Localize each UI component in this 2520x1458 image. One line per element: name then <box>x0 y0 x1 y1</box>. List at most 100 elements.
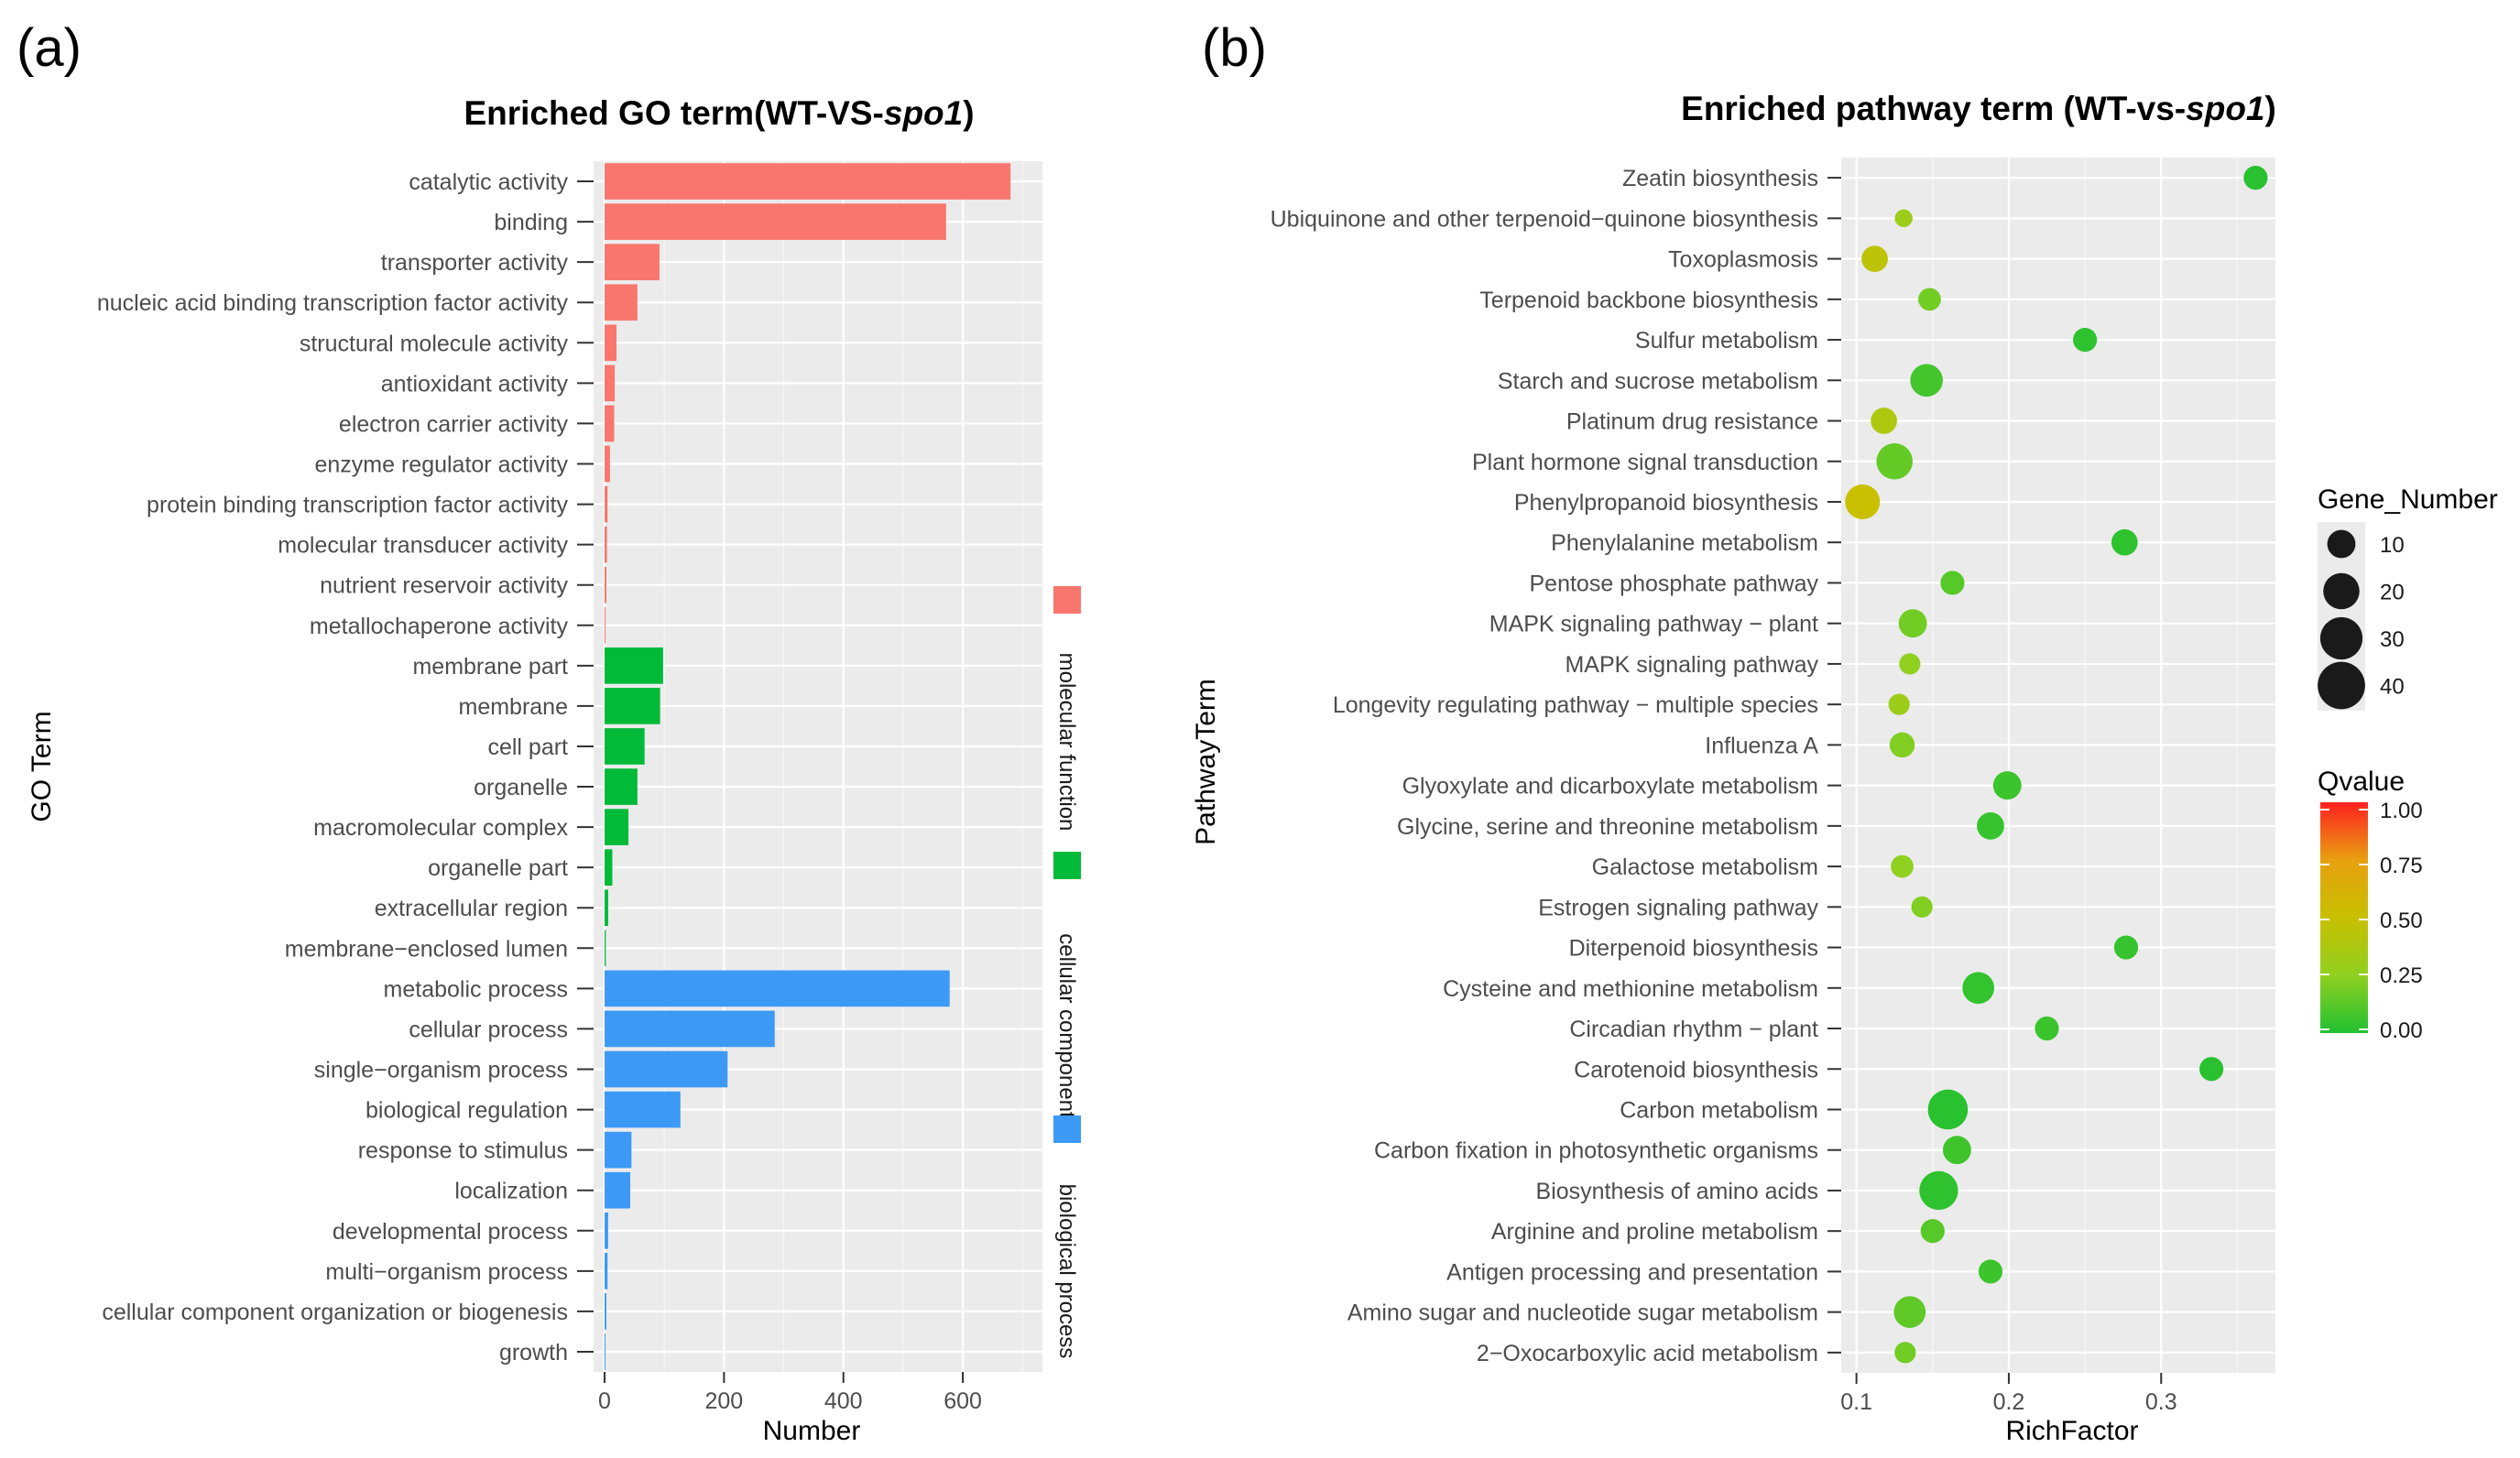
go-bar-13 <box>605 688 660 724</box>
go-bar-2 <box>605 244 660 280</box>
go-y-tick-label: catalytic activity <box>409 169 568 195</box>
pathway-y-tick-label: Circadian rhythm − plant <box>1569 1017 1818 1042</box>
pathway-plot-area <box>1841 158 2275 1373</box>
go-title-suffix: ) <box>963 94 974 132</box>
pathway-point-25 <box>1919 1170 1958 1211</box>
go-bar-14 <box>605 728 645 765</box>
pathway-y-tick-label: Diterpenoid biosynthesis <box>1569 936 1818 962</box>
go-bar-15 <box>605 768 638 805</box>
pathway-x-tick-label: 0.2 <box>1993 1389 2025 1415</box>
pathway-point-11 <box>1898 609 1927 638</box>
pathway-y-tick-label: Terpenoid backbone biosynthesis <box>1479 288 1818 313</box>
go-y-tick-label: response to stimulus <box>358 1138 568 1164</box>
go-bar-5 <box>605 364 616 402</box>
pathway-point-3 <box>1918 288 1941 311</box>
pathway-chart-title: Enriched pathway term (WT-vs-spo1) <box>1681 90 2276 127</box>
pathway-y-axis-title: PathwayTerm <box>1191 679 1221 845</box>
go-group-label-0: molecular function <box>1054 653 1079 832</box>
color-legend-label-2: 0.50 <box>2380 909 2423 933</box>
pathway-point-4 <box>2073 327 2098 353</box>
pathway-y-tick-label: Plant hormone signal transduction <box>1472 450 1818 475</box>
pathway-point-6 <box>1871 408 1897 434</box>
go-y-tick-label: structural molecule activity <box>300 331 569 356</box>
go-bar-21 <box>605 1010 775 1048</box>
go-y-tick-label: transporter activity <box>381 250 569 276</box>
go-group-swatch-1 <box>1053 852 1081 879</box>
go-x-tick-label: 0 <box>598 1388 611 1414</box>
go-bar-23 <box>605 1091 681 1128</box>
panel-b-label: (b) <box>1202 18 1267 78</box>
go-bar-28 <box>605 1293 606 1330</box>
go-y-tick-label: cell part <box>487 734 568 760</box>
pathway-point-9 <box>2111 528 2138 556</box>
pathway-y-tick-label: Cysteine and methionine metabolism <box>1443 976 1818 1002</box>
pathway-point-27 <box>1978 1259 2003 1284</box>
go-bar-8 <box>605 485 608 523</box>
go-y-tick-labels: catalytic activity binding transporter act… <box>97 169 594 1366</box>
pathway-y-tick-label: 2−Oxocarboxylic acid metabolism <box>1477 1341 1818 1366</box>
go-bar-0 <box>605 163 1011 200</box>
size-legend-label-2: 30 <box>2380 627 2405 652</box>
pathway-point-29 <box>1894 1342 1916 1364</box>
pathway-y-tick-label: Galactose metabolism <box>1592 854 1818 880</box>
go-y-tick-label: macromolecular complex <box>313 815 568 841</box>
go-y-tick-label: enzyme regulator activity <box>314 452 568 478</box>
go-x-tick-label: 200 <box>704 1388 743 1414</box>
pathway-y-tick-label: Phenylalanine metabolism <box>1551 530 1818 556</box>
pathway-y-tick-label: MAPK signaling pathway <box>1565 652 1818 678</box>
go-chart-title: Enriched GO term(WT-VS-spo1) <box>464 94 974 132</box>
pathway-y-tick-label: Influenza A <box>1705 733 1818 758</box>
pathway-y-tick-label: Antigen processing and presentation <box>1446 1259 1818 1285</box>
go-y-tick-label: protein binding transcription factor act… <box>147 493 568 518</box>
go-y-tick-label: developmental process <box>333 1219 568 1245</box>
pathway-point-19 <box>2113 935 2139 960</box>
color-legend: Qvalue 1.00 0.75 0.50 0.25 0.00 <box>2318 767 2423 1043</box>
go-group-swatch-0 <box>1053 586 1081 614</box>
pathway-y-tick-label: Estrogen signaling pathway <box>1538 895 1818 920</box>
go-x-tick-label: 400 <box>824 1388 863 1414</box>
go-y-tick-label: electron carrier activity <box>339 411 569 437</box>
go-group-label-1: cellular component <box>1054 933 1079 1118</box>
go-bar-17 <box>605 849 613 886</box>
go-bar-4 <box>605 324 617 362</box>
pathway-point-1 <box>1894 209 1913 228</box>
pathway-point-23 <box>1927 1089 1969 1130</box>
color-legend-bar <box>2320 802 2368 1033</box>
pathway-point-7 <box>1876 442 1913 480</box>
pathway-point-16 <box>1977 811 2004 840</box>
size-legend-label-1: 20 <box>2380 581 2405 605</box>
go-y-tick-label: nucleic acid binding transcription facto… <box>97 290 569 316</box>
pathway-y-tick-label: Toxoplasmosis <box>1668 247 1818 273</box>
size-legend-label-0: 10 <box>2380 533 2405 558</box>
pathway-point-28 <box>1893 1296 1926 1328</box>
pathway-y-tick-label: Zeatin biosynthesis <box>1622 166 1818 191</box>
pathway-y-tick-label: Carbon fixation in photosynthetic organi… <box>1374 1138 1818 1164</box>
pathway-point-20 <box>1962 972 1995 1005</box>
pathway-title-italic: spo1 <box>2186 90 2264 127</box>
pathway-y-tick-label: Carbon metabolism <box>1620 1097 1818 1123</box>
pathway-point-2 <box>1861 245 1888 272</box>
pathway-point-22 <box>2199 1057 2224 1082</box>
go-y-tick-label: cellular component organization or bioge… <box>102 1300 568 1325</box>
go-y-tick-label: biological regulation <box>365 1098 568 1124</box>
go-y-tick-label: membrane part <box>412 654 568 680</box>
go-bar-24 <box>605 1131 632 1169</box>
size-legend-label-3: 40 <box>2380 675 2405 700</box>
size-legend: Gene_Number 10 20 30 40 <box>2318 484 2498 711</box>
panel-a: (a) Enriched GO term(WT-VS-spo1) catalyt… <box>16 18 1081 1446</box>
pathway-point-0 <box>2243 166 2268 190</box>
go-x-tick-label: 600 <box>944 1388 982 1414</box>
pathway-x-axis-title: RichFactor <box>2005 1416 2138 1446</box>
go-bar-12 <box>605 647 663 684</box>
go-group-label-2: biological process <box>1054 1184 1079 1359</box>
size-legend-items: 10 20 30 40 <box>2318 522 2405 711</box>
pathway-title-suffix: ) <box>2265 90 2276 127</box>
go-y-tick-label: growth <box>499 1340 568 1366</box>
go-y-tick-label: multi−organism process <box>325 1259 568 1285</box>
pathway-y-tick-label: Glycine, serine and threonine metabolism <box>1397 814 1818 840</box>
pathway-gridlines <box>1841 158 2275 1373</box>
pathway-point-26 <box>1920 1219 1945 1244</box>
pathway-point-18 <box>1911 896 1933 918</box>
go-y-tick-label: organelle part <box>428 855 568 881</box>
pathway-y-tick-label: Arginine and proline metabolism <box>1491 1219 1818 1245</box>
